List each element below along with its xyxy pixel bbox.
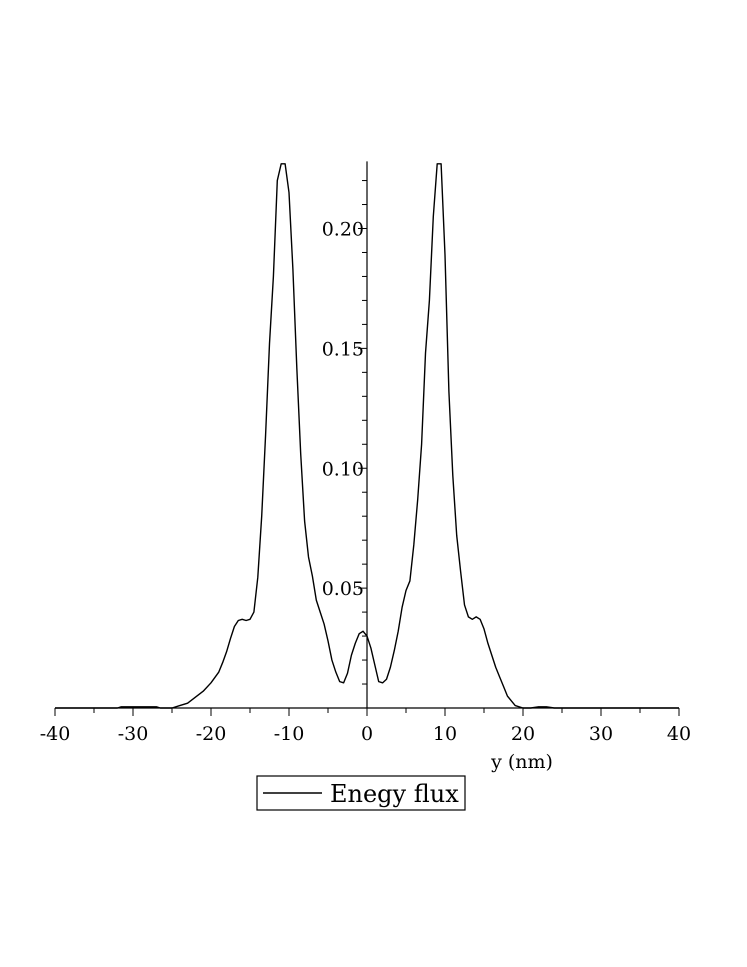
x-tick-label: -40 — [40, 723, 71, 745]
x-axis-tick-labels: -40 -30 -20 -10 0 10 20 30 40 — [40, 723, 691, 745]
x-tick-label: 30 — [589, 723, 613, 745]
y-tick-label: 0.10 — [322, 458, 364, 480]
x-tick-label: -10 — [274, 723, 305, 745]
x-tick-label: 20 — [511, 723, 535, 745]
x-tick-label: 40 — [667, 723, 691, 745]
y-tick-label: 0.15 — [322, 338, 364, 360]
x-axis-label: y (nm) — [490, 751, 553, 773]
y-axis-tick-labels: 0.05 0.10 0.15 0.20 — [322, 219, 364, 601]
x-tick-label: -30 — [118, 723, 149, 745]
x-tick-label: -20 — [196, 723, 227, 745]
series-line-enegy-flux — [55, 163, 679, 709]
legend-label-enegy-flux: Enegy flux — [330, 780, 459, 808]
y-tick-label: 0.20 — [322, 219, 364, 241]
x-tick-label: 0 — [361, 723, 373, 745]
x-tick-label: 10 — [433, 723, 457, 745]
x-axis-ticks — [54, 708, 680, 716]
y-axis-ticks — [358, 180, 367, 685]
legend-box — [256, 775, 466, 811]
y-tick-label: 0.05 — [322, 578, 364, 600]
series-layer — [55, 163, 679, 709]
axes — [55, 161, 679, 709]
legend: Enegy flux — [256, 775, 466, 811]
